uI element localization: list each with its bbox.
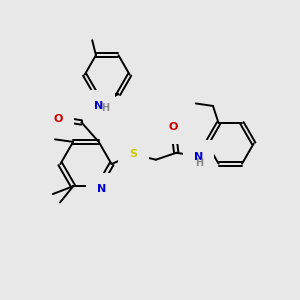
Text: N: N <box>194 152 203 162</box>
Text: O: O <box>168 122 178 133</box>
Text: H: H <box>100 103 109 113</box>
Text: O: O <box>53 114 62 124</box>
Text: S: S <box>129 149 137 159</box>
Text: H: H <box>195 158 203 168</box>
Text: N: N <box>94 100 104 111</box>
Text: N: N <box>97 184 106 194</box>
